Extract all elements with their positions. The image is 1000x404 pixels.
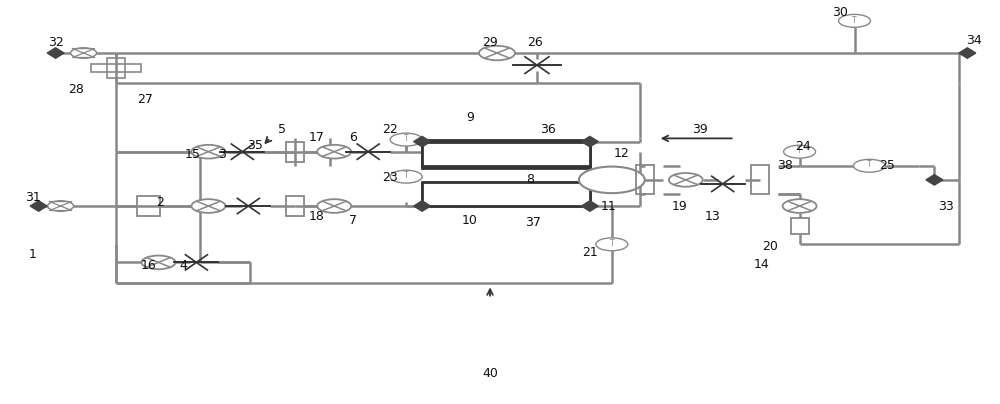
Polygon shape <box>926 175 943 185</box>
Circle shape <box>783 199 817 213</box>
Text: 33: 33 <box>939 200 954 213</box>
Circle shape <box>839 15 870 27</box>
Text: 5: 5 <box>278 123 286 136</box>
Bar <box>791 218 809 234</box>
Circle shape <box>48 201 74 211</box>
Text: 12: 12 <box>614 147 630 160</box>
Circle shape <box>141 256 175 269</box>
Text: 24: 24 <box>795 140 810 153</box>
Text: 17: 17 <box>308 131 324 144</box>
Text: 4: 4 <box>180 259 187 272</box>
Polygon shape <box>414 137 431 147</box>
Text: 11: 11 <box>601 200 617 213</box>
Polygon shape <box>47 48 64 58</box>
Circle shape <box>390 133 422 146</box>
Circle shape <box>784 145 816 158</box>
Bar <box>422 140 590 168</box>
Circle shape <box>579 166 645 193</box>
Text: 7: 7 <box>349 214 357 227</box>
Polygon shape <box>30 201 47 211</box>
Text: 26: 26 <box>527 36 543 49</box>
Text: T: T <box>852 15 857 25</box>
Text: 1: 1 <box>29 248 37 261</box>
Text: 39: 39 <box>692 123 708 136</box>
Text: 23: 23 <box>382 171 398 184</box>
Text: T: T <box>404 134 408 143</box>
Text: T: T <box>404 171 408 180</box>
Bar <box>422 142 590 166</box>
Text: T: T <box>797 146 802 156</box>
Circle shape <box>596 238 628 251</box>
Text: T: T <box>610 239 614 248</box>
Polygon shape <box>959 48 976 58</box>
Text: 21: 21 <box>582 246 598 259</box>
Circle shape <box>669 173 703 187</box>
Circle shape <box>317 145 351 158</box>
Text: 22: 22 <box>382 123 398 136</box>
Bar <box>91 64 140 72</box>
Text: 8: 8 <box>526 173 534 186</box>
Bar <box>636 165 654 194</box>
Text: 34: 34 <box>966 34 982 47</box>
Circle shape <box>854 159 885 172</box>
Text: 32: 32 <box>48 36 63 49</box>
Circle shape <box>191 145 225 158</box>
Text: 28: 28 <box>68 83 84 96</box>
Text: 14: 14 <box>754 258 770 271</box>
Polygon shape <box>414 201 431 211</box>
Text: 16: 16 <box>141 259 156 272</box>
Circle shape <box>317 199 351 213</box>
Bar <box>422 184 590 200</box>
Polygon shape <box>581 201 598 211</box>
Text: 19: 19 <box>672 200 688 213</box>
Text: 20: 20 <box>762 240 778 253</box>
Text: 35: 35 <box>247 139 263 152</box>
Text: 13: 13 <box>705 210 721 223</box>
Polygon shape <box>581 137 598 147</box>
Text: T: T <box>867 160 872 169</box>
Text: 9: 9 <box>466 111 474 124</box>
Bar <box>286 196 304 216</box>
Text: 15: 15 <box>184 148 200 161</box>
Text: 3: 3 <box>218 148 226 161</box>
Text: 6: 6 <box>349 131 357 144</box>
Circle shape <box>479 46 515 60</box>
Text: 37: 37 <box>525 216 541 229</box>
Text: 40: 40 <box>482 366 498 380</box>
Text: 36: 36 <box>540 123 556 136</box>
Text: 18: 18 <box>308 210 324 223</box>
Bar <box>751 165 769 194</box>
Text: 38: 38 <box>777 159 793 172</box>
Text: 29: 29 <box>482 36 498 49</box>
Circle shape <box>390 170 422 183</box>
Text: 30: 30 <box>832 6 847 19</box>
Bar <box>137 196 160 216</box>
Text: 31: 31 <box>25 191 41 204</box>
Bar <box>107 58 125 78</box>
Text: 2: 2 <box>157 196 164 208</box>
Bar <box>286 142 304 162</box>
Bar <box>422 182 590 206</box>
Circle shape <box>71 48 97 58</box>
Text: 25: 25 <box>880 159 895 172</box>
Text: 27: 27 <box>138 93 153 106</box>
Text: 10: 10 <box>462 214 478 227</box>
Circle shape <box>191 199 225 213</box>
